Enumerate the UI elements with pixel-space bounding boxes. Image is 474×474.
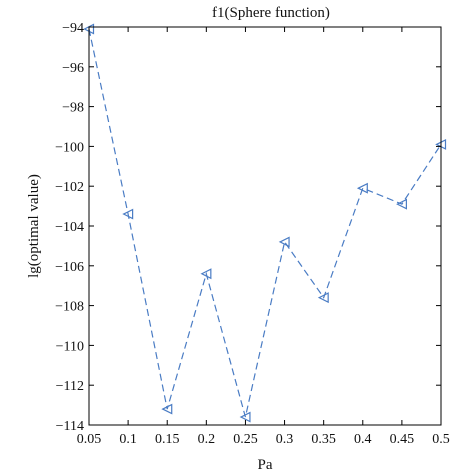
x-tick-label: 0.5 [432, 432, 450, 447]
y-tick-label: −102 [55, 180, 84, 195]
x-tick-label: 0.2 [198, 432, 216, 447]
plot-area [83, 23, 447, 423]
data-point-marker [161, 403, 173, 415]
x-tick-label: 0.05 [77, 432, 102, 447]
chart-title: f1(Sphere function) [212, 5, 330, 21]
x-axis: 0.05 0.1 0.15 0.2 0.25 0.3 0.35 0.4 0.45 0.5 [77, 27, 450, 447]
x-tick-label: 0.4 [354, 432, 372, 447]
y-axis-label: lg(optimal value) [26, 174, 42, 278]
x-axis-label: Pa [258, 457, 273, 473]
data-point-marker [317, 292, 329, 304]
y-tick-label: −108 [55, 300, 84, 315]
plot-frame [88, 26, 442, 426]
data-point-marker [356, 182, 368, 194]
data-point-marker [396, 198, 407, 210]
x-tick-label: 0.45 [390, 432, 415, 447]
y-tick-label: −94 [62, 21, 84, 36]
y-tick-label: −100 [55, 140, 84, 155]
x-tick-label: 0.3 [276, 432, 294, 447]
y-tick-label: −114 [56, 419, 84, 434]
x-tick-label: 0.1 [119, 432, 137, 447]
data-point-marker [122, 208, 134, 220]
x-tick-label: 0.15 [155, 432, 180, 447]
y-tick-label: −96 [62, 61, 84, 76]
y-tick-label: −106 [55, 260, 84, 275]
data-point-marker [239, 411, 251, 423]
data-point-marker [200, 268, 212, 280]
series-line [88, 28, 442, 418]
x-tick-label: 0.25 [233, 432, 258, 447]
y-tick-label: −112 [56, 379, 84, 394]
y-tick-label: −110 [56, 339, 84, 354]
data-point-marker [278, 236, 290, 248]
y-axis: −94 −96 −98 −100 −102 −104 −106 −108 −110 −112 −11… [55, 21, 441, 434]
x-tick-label: 0.35 [311, 432, 336, 447]
y-tick-label: −104 [55, 220, 84, 235]
y-tick-label: −98 [62, 101, 84, 116]
